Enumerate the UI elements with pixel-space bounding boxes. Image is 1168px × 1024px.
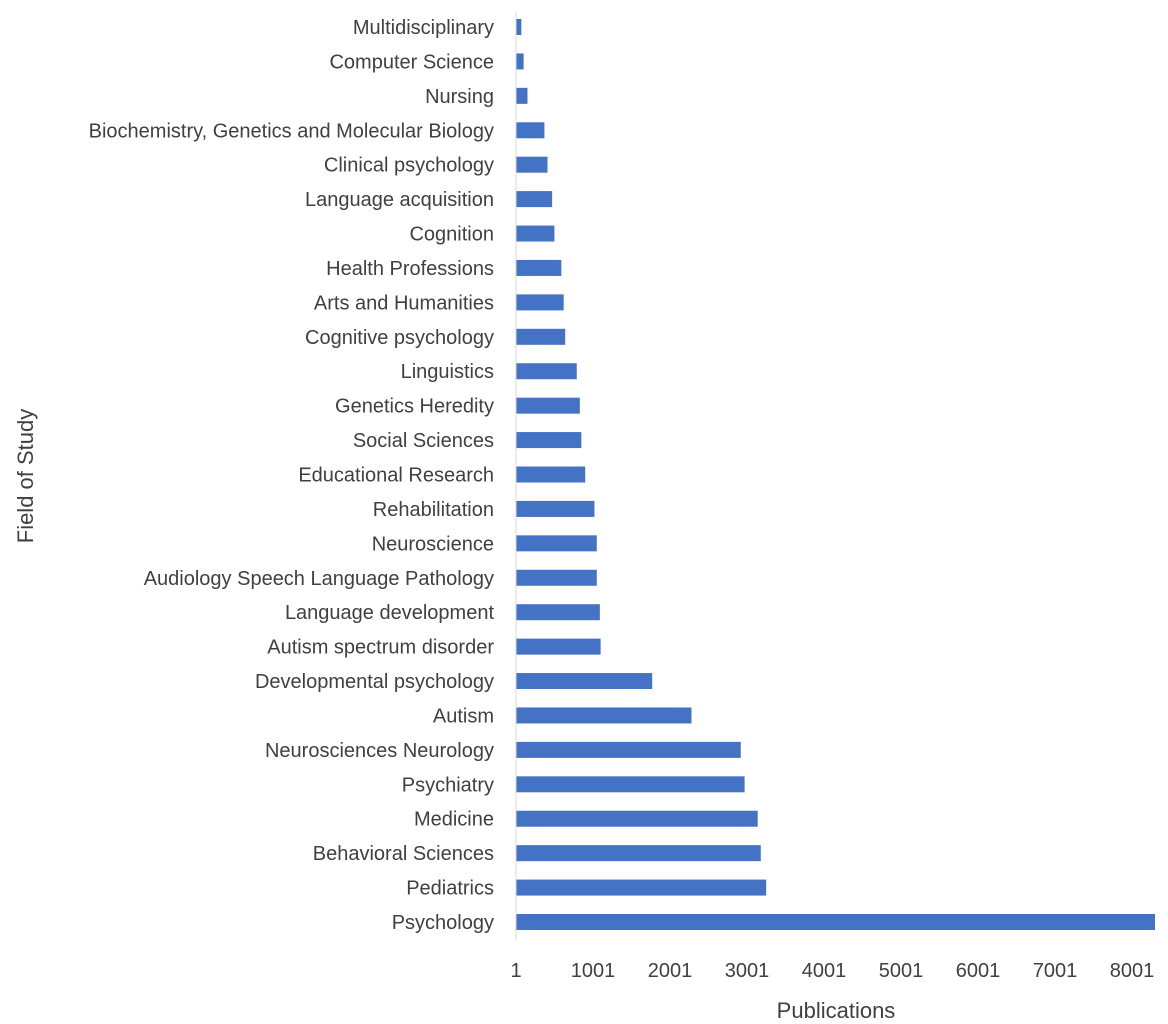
category-label: Neuroscience xyxy=(372,533,494,555)
category-label: Multidisciplinary xyxy=(353,17,494,39)
category-label: Psychiatry xyxy=(402,774,494,796)
y-axis-title: Field of Study xyxy=(13,409,38,544)
bar xyxy=(516,569,597,586)
bar xyxy=(516,363,577,380)
category-label: Language development xyxy=(285,602,495,624)
category-label: Audiology Speech Language Pathology xyxy=(144,568,494,590)
bar xyxy=(516,122,545,139)
category-label: Pediatrics xyxy=(406,878,494,900)
category-labels: Multidisciplinary Computer Science Nursing… xyxy=(89,17,495,934)
category-label: Nursing xyxy=(425,86,494,108)
x-tick-label: 5001 xyxy=(879,960,924,982)
bar xyxy=(516,638,601,655)
category-label: Language acquisition xyxy=(305,189,494,211)
bar xyxy=(516,225,555,242)
bar xyxy=(516,191,553,208)
category-label: Linguistics xyxy=(401,361,494,383)
bar xyxy=(516,397,580,414)
bar xyxy=(516,707,692,724)
bar xyxy=(516,879,767,896)
bar xyxy=(516,810,758,827)
category-label: Autism xyxy=(433,705,494,727)
category-label: Educational Research xyxy=(298,465,494,487)
x-tick-label: 8001 xyxy=(1110,960,1155,982)
category-label: Arts and Humanities xyxy=(314,292,494,314)
category-label: Social Sciences xyxy=(353,430,494,452)
category-label: Genetics Heredity xyxy=(335,396,494,418)
bar xyxy=(516,19,522,35)
bar xyxy=(516,914,1155,930)
bar xyxy=(516,673,653,690)
bar xyxy=(516,466,586,483)
category-label: Clinical psychology xyxy=(324,155,494,177)
bar xyxy=(516,845,761,862)
x-tick-label: 4001 xyxy=(802,960,847,982)
bar xyxy=(516,604,600,621)
bar xyxy=(516,294,564,311)
category-label: Cognition xyxy=(409,224,494,246)
category-label: Computer Science xyxy=(329,51,494,73)
bar xyxy=(516,328,566,345)
bar xyxy=(516,535,597,552)
x-tick-label: 2001 xyxy=(648,960,693,982)
category-label: Psychology xyxy=(392,912,494,934)
category-label: Cognitive psychology xyxy=(305,327,494,349)
bar xyxy=(516,500,595,517)
x-tick-label: 7001 xyxy=(1033,960,1078,982)
x-tick-label: 1 xyxy=(510,960,521,982)
category-label: Medicine xyxy=(414,809,494,831)
bar xyxy=(516,53,524,70)
bar xyxy=(516,259,562,276)
x-tick-labels: 1 1001 2001 3001 4001 5001 6001 7001 8001 xyxy=(510,960,1154,982)
category-label: Rehabilitation xyxy=(373,499,494,521)
x-tick-label: 6001 xyxy=(956,960,1001,982)
category-label: Health Professions xyxy=(326,258,494,280)
bar xyxy=(516,741,741,758)
category-label: Developmental psychology xyxy=(255,671,494,693)
category-label: Behavioral Sciences xyxy=(313,843,494,865)
x-tick-label: 3001 xyxy=(725,960,770,982)
bar xyxy=(516,432,582,449)
category-label: Neurosciences Neurology xyxy=(265,740,494,762)
bar xyxy=(516,156,548,173)
x-axis-title: Publications xyxy=(777,998,896,1023)
bar xyxy=(516,87,528,104)
category-label: Autism spectrum disorder xyxy=(267,637,494,659)
bar xyxy=(516,776,745,793)
category-label: Biochemistry, Genetics and Molecular Bio… xyxy=(89,120,494,142)
bars-group xyxy=(516,19,1155,930)
x-tick-label: 1001 xyxy=(571,960,616,982)
